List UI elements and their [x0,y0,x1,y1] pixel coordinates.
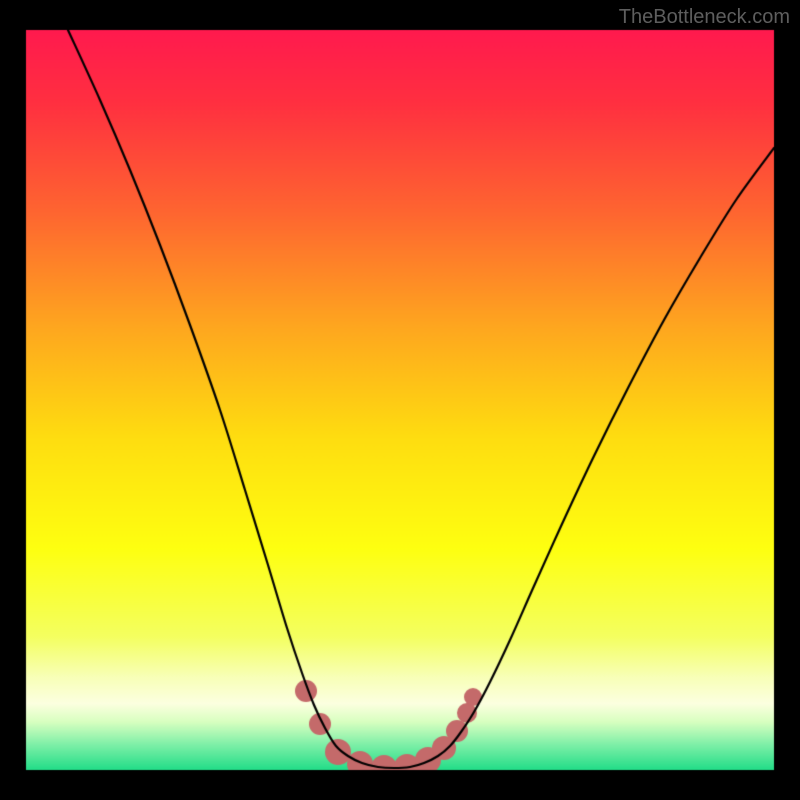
watermark-text: TheBottleneck.com [619,6,790,29]
bottleneck-chart [0,0,800,800]
